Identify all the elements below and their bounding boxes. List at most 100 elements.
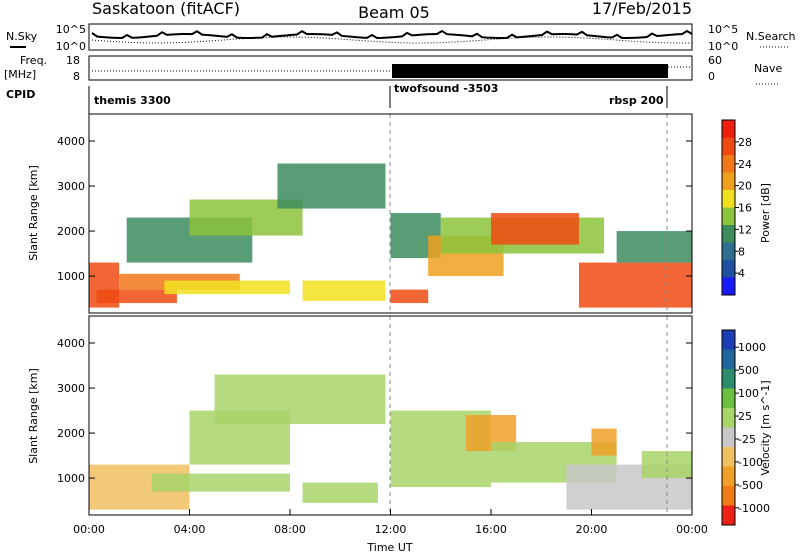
cpid-mode-1: twofsound -3503: [394, 82, 498, 95]
colorbar-swatch: [722, 260, 735, 278]
colorbar-tick-label: 4: [738, 267, 745, 280]
velocity-colorbar-label: Velocity [m s^-1]: [759, 380, 772, 475]
x-tick-label: 12:00: [375, 523, 407, 536]
colorbar-tick-label: 8: [738, 245, 745, 258]
colorbar-swatch: [722, 466, 735, 487]
x-tick-label: 00:00: [73, 523, 105, 536]
power-echo-band: [578, 262, 692, 308]
y-tick-label: 2000: [57, 225, 85, 238]
power-ylabel: Slant Range [km]: [27, 165, 40, 261]
y-tick-label: 2000: [57, 427, 85, 440]
velocity-echo-band: [302, 482, 378, 503]
freq-panel-frame: [88, 55, 693, 81]
colorbar-swatch: [722, 190, 735, 208]
colorbar-swatch: [722, 427, 735, 448]
power-echo-band: [616, 231, 692, 263]
colorbar-tick-label: -500: [738, 479, 763, 492]
nave-block: [392, 64, 668, 78]
colorbar-swatch: [722, 172, 735, 191]
y-tick-label: 1000: [57, 270, 85, 283]
velocity-colorbar-frame: [721, 329, 736, 526]
colorbar-swatch: [722, 155, 735, 173]
colorbar-swatch: [722, 447, 735, 467]
cpid-mode-0: themis 3300: [94, 94, 171, 107]
cpid-panel: CPID themis 3300 twofsound -3503 rbsp 20…: [6, 82, 668, 114]
colorbar-swatch: [722, 349, 735, 370]
colorbar-tick-label: 16: [738, 202, 752, 215]
velocity-echo-band: [591, 428, 617, 456]
velocity-colorbar: 1000 500 100 25 -25 -100 -500 -1000 Velocity [m…: [721, 329, 772, 526]
velocity-ylabel: Slant Range [km]: [27, 368, 40, 464]
y-tick-label: 3000: [57, 180, 85, 193]
x-tick-label: 04:00: [174, 523, 206, 536]
noise-left-tick-bottom: 10^0: [56, 40, 86, 53]
colorbar-swatch: [722, 120, 735, 138]
power-echo-band: [390, 289, 429, 304]
colorbar-swatch: [722, 505, 735, 526]
y-tick-label: 4000: [57, 337, 85, 350]
colorbar-tick-label: -1000: [738, 502, 770, 515]
noise-panel-frame: [88, 23, 693, 51]
x-tick-label: 08:00: [274, 523, 306, 536]
cpid-label: CPID: [6, 88, 35, 101]
colorbar-tick-label: 25: [738, 410, 752, 423]
freq-panel: Freq. [MHz] Nave 18 8 60 0: [4, 54, 782, 85]
noise-search-trace: [91, 36, 693, 44]
colorbar-tick-label: -25: [738, 433, 756, 446]
freq-left-tick-bottom: 8: [73, 70, 80, 83]
x-tick-label: 16:00: [475, 523, 507, 536]
y-tick-label: 3000: [57, 382, 85, 395]
colorbar-swatch: [722, 369, 735, 389]
colorbar-tick-label: 100: [738, 387, 759, 400]
colorbar-tick-label: 20: [738, 180, 752, 193]
colorbar-swatch: [722, 408, 735, 428]
noise-search-label: N.Search: [746, 30, 796, 43]
colorbar-swatch: [722, 388, 735, 409]
freq-right-tick-top: 60: [708, 54, 722, 67]
date-title: 17/Feb/2015: [592, 0, 692, 18]
colorbar-swatch: [722, 137, 735, 156]
noise-right-tick-top: 10^5: [708, 23, 738, 36]
colorbar-tick-label: -100: [738, 456, 763, 469]
noise-sky-label: N.Sky: [6, 30, 38, 43]
colorbar-swatch: [722, 242, 735, 261]
noise-left-tick-top: 10^5: [56, 23, 86, 36]
beam-title: Beam 05: [358, 3, 430, 22]
power-colorbar: 4 8 12 16 20 24 28 Power [dB]: [721, 119, 772, 296]
colorbar-tick-label: 500: [738, 364, 759, 377]
cpid-mode-2: rbsp 200: [609, 94, 664, 107]
colorbar-tick-label: 1000: [738, 341, 766, 354]
colorbar-tick-label: 12: [738, 223, 752, 236]
colorbar-swatch: [722, 225, 735, 243]
colorbar-tick-label: 24: [738, 158, 752, 171]
freq-label-line1: Freq.: [20, 54, 47, 67]
noise-right-tick-bottom: 10^0: [708, 40, 738, 53]
velocity-panel: 1000 2000 3000 4000 00:00 04:00 08:00 12:00 16:…: [27, 315, 708, 554]
y-tick-label: 4000: [57, 135, 85, 148]
noise-sky-trace: [91, 29, 693, 40]
power-echo-band: [96, 289, 177, 304]
y-tick-label: 1000: [57, 472, 85, 485]
power-echo-band: [491, 213, 579, 245]
power-echo-band: [277, 163, 386, 209]
power-echo-band: [164, 280, 290, 295]
power-colorbar-label: Power [dB]: [759, 183, 772, 243]
x-tick-label: 20:00: [576, 523, 608, 536]
noise-panel: N.Sky N.Search 10^5 10^0 10^5 10^0: [6, 23, 796, 53]
colorbar-swatch: [722, 330, 735, 350]
colorbar-swatch: [722, 277, 735, 296]
colorbar-swatch: [722, 207, 735, 226]
freq-right-tick-bottom: 0: [708, 70, 715, 83]
velocity-echo-band: [214, 374, 386, 425]
time-xlabel: Time UT: [366, 541, 412, 554]
nave-label: Nave: [754, 62, 782, 75]
power-panel: 1000 2000 3000 4000 Slant Range [km]: [27, 113, 693, 314]
power-panel-frame: [88, 113, 693, 314]
x-tick-label: 00:00: [676, 523, 708, 536]
freq-label-line2: [MHz]: [4, 68, 36, 81]
velocity-echo-band: [151, 473, 290, 492]
station-title: Saskatoon (fitACF): [92, 0, 240, 18]
power-echo-band: [302, 280, 386, 301]
colorbar-swatch: [722, 486, 735, 506]
